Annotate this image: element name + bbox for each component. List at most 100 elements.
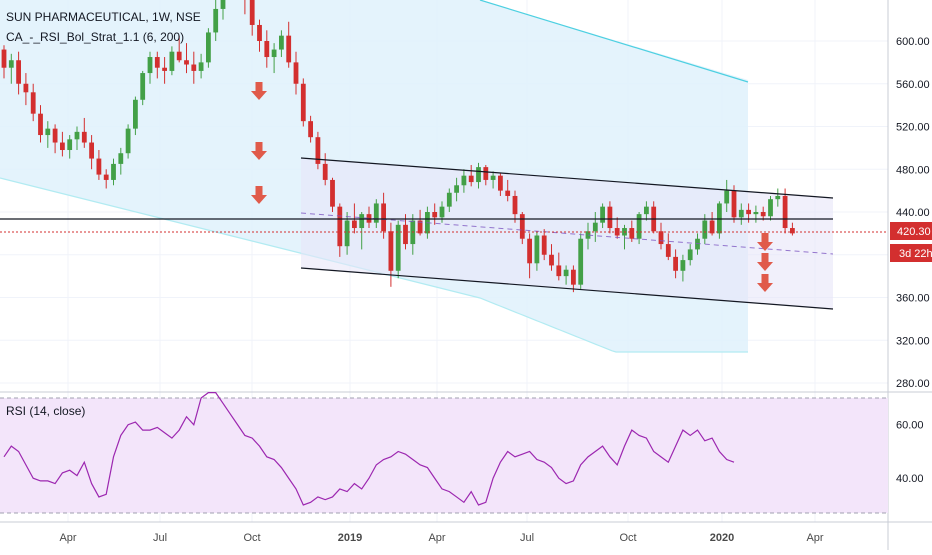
candle[interactable]: [111, 158, 116, 186]
candle[interactable]: [724, 179, 730, 212]
candle[interactable]: [279, 30, 284, 58]
candle[interactable]: [243, 0, 248, 15]
candle[interactable]: [30, 83, 36, 122]
candle[interactable]: [300, 78, 306, 127]
candle[interactable]: [680, 254, 686, 282]
candles[interactable]: [1, 0, 795, 293]
candle[interactable]: [373, 199, 379, 229]
candle[interactable]: [695, 233, 700, 255]
candle[interactable]: [585, 222, 591, 250]
candle[interactable]: [315, 131, 321, 170]
candle[interactable]: [454, 177, 459, 202]
candle[interactable]: [476, 162, 481, 189]
candle[interactable]: [738, 203, 744, 225]
candle[interactable]: [154, 51, 160, 79]
channel-lower-line[interactable]: [300, 267, 834, 310]
candle[interactable]: [549, 244, 554, 271]
candle[interactable]: [162, 57, 167, 84]
candle[interactable]: [23, 73, 29, 106]
candle[interactable]: [81, 117, 87, 148]
candle[interactable]: [556, 252, 562, 281]
candle[interactable]: [541, 229, 547, 261]
candle[interactable]: [8, 53, 14, 84]
candle[interactable]: [67, 135, 73, 159]
candle[interactable]: [519, 212, 525, 245]
candle[interactable]: [395, 220, 401, 279]
candle[interactable]: [118, 147, 124, 175]
candle[interactable]: [563, 265, 569, 285]
candle[interactable]: [760, 206, 766, 221]
candle[interactable]: [322, 153, 328, 186]
candle[interactable]: [52, 124, 58, 154]
candle[interactable]: [308, 115, 313, 143]
candle[interactable]: [89, 135, 94, 170]
candle[interactable]: [74, 126, 80, 151]
candle[interactable]: [687, 244, 693, 266]
candle[interactable]: [176, 35, 182, 63]
candle[interactable]: [753, 205, 759, 223]
candle[interactable]: [717, 201, 722, 239]
candle[interactable]: [191, 51, 197, 84]
candle[interactable]: [498, 173, 503, 196]
channel-upper-line[interactable]: [300, 157, 834, 199]
candle[interactable]: [125, 124, 131, 159]
candle[interactable]: [665, 233, 671, 261]
candle[interactable]: [169, 46, 175, 76]
candle[interactable]: [45, 121, 51, 148]
candle[interactable]: [257, 19, 262, 52]
candle[interactable]: [490, 171, 496, 189]
candle[interactable]: [527, 233, 532, 279]
candle[interactable]: [60, 131, 65, 157]
candle[interactable]: [220, 0, 226, 20]
candle[interactable]: [103, 169, 109, 189]
candle[interactable]: [790, 222, 795, 236]
candle[interactable]: [592, 212, 598, 242]
candle[interactable]: [184, 43, 189, 74]
candle[interactable]: [198, 53, 204, 79]
candle[interactable]: [468, 164, 474, 187]
time-axis[interactable]: Apr Jul Oct 2019 Apr Jul Oct 2020 Apr: [0, 521, 932, 544]
candle[interactable]: [571, 265, 576, 293]
candle[interactable]: [446, 188, 452, 212]
candle[interactable]: [483, 164, 489, 186]
candle[interactable]: [607, 201, 613, 234]
candle[interactable]: [417, 209, 423, 236]
candle[interactable]: [658, 222, 664, 250]
candle[interactable]: [133, 96, 138, 136]
price-axis[interactable]: 600.00560.00520.00480.00440.00400.00360.…: [887, 0, 932, 550]
candle[interactable]: [782, 188, 788, 234]
candle[interactable]: [16, 51, 21, 95]
candle[interactable]: [512, 190, 518, 223]
candle[interactable]: [271, 43, 277, 74]
candle[interactable]: [534, 231, 540, 271]
candle[interactable]: [461, 169, 467, 193]
candle[interactable]: [629, 220, 635, 242]
candle[interactable]: [147, 51, 153, 84]
rsi-axis[interactable]: 60.00 40.00: [896, 420, 924, 485]
candle[interactable]: [337, 203, 343, 257]
candle[interactable]: [293, 51, 299, 95]
candle[interactable]: [264, 30, 270, 68]
candle[interactable]: [1, 45, 7, 79]
candle[interactable]: [505, 179, 511, 202]
candle[interactable]: [673, 249, 678, 279]
candle[interactable]: [140, 70, 146, 106]
channel-mid-line[interactable]: [300, 212, 834, 255]
candle[interactable]: [600, 203, 605, 229]
candle[interactable]: [578, 233, 584, 289]
candle[interactable]: [381, 192, 386, 239]
candle[interactable]: [388, 222, 394, 287]
candle[interactable]: [768, 195, 773, 221]
candle[interactable]: [330, 177, 335, 212]
candle[interactable]: [249, 0, 255, 36]
candle[interactable]: [38, 105, 43, 143]
rsi-pane[interactable]: RSI (14, close) 60.00 40.00: [0, 392, 924, 514]
candle[interactable]: [206, 28, 211, 68]
candle[interactable]: [731, 185, 737, 223]
candle[interactable]: [359, 212, 365, 250]
candle[interactable]: [213, 0, 219, 41]
candle[interactable]: [96, 150, 102, 180]
candle[interactable]: [432, 203, 438, 225]
candle[interactable]: [286, 21, 292, 68]
